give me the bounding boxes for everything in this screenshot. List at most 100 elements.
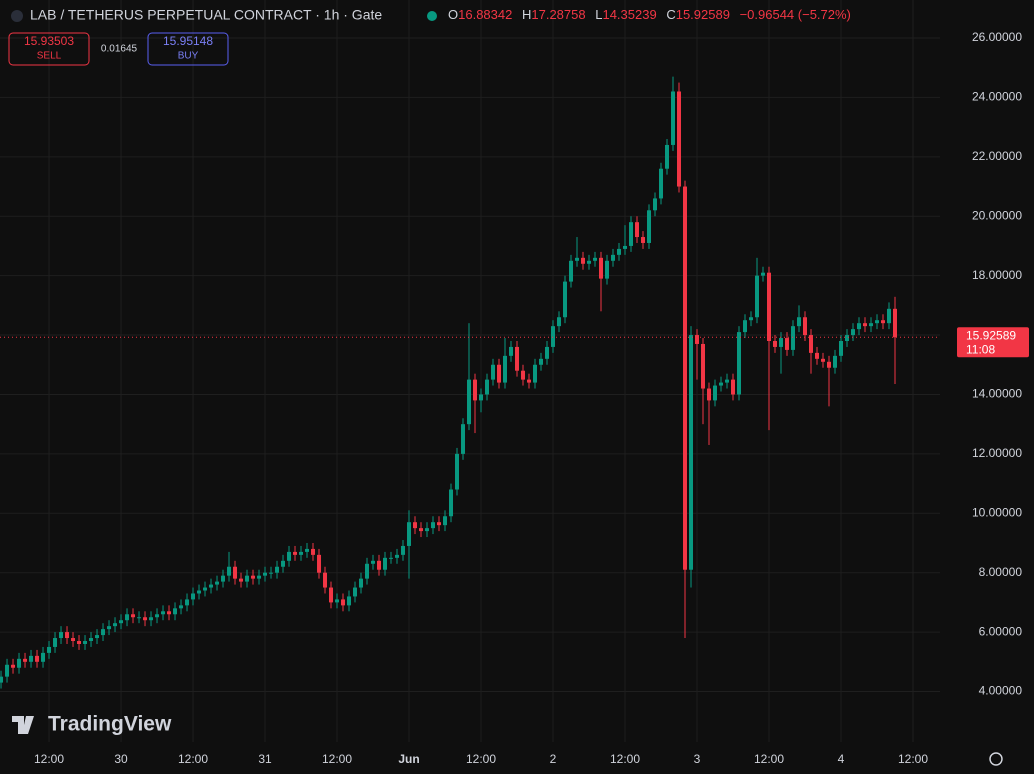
candle-body xyxy=(191,593,196,600)
candle-body xyxy=(323,572,328,588)
low-label: L xyxy=(595,7,602,22)
candle-body xyxy=(701,343,706,389)
candle-body xyxy=(773,340,778,347)
candle-body xyxy=(275,566,280,573)
candle-body xyxy=(779,338,784,347)
candle-body xyxy=(467,379,472,425)
candle-body xyxy=(59,632,64,639)
candle-body xyxy=(731,379,736,395)
candle-body xyxy=(365,563,370,579)
candle-body xyxy=(503,355,508,383)
candle-body xyxy=(299,551,304,555)
candle-body xyxy=(197,590,202,594)
candle-body xyxy=(401,545,406,555)
candle-body xyxy=(143,617,148,621)
candle-body xyxy=(377,560,382,570)
countdown: 11:08 xyxy=(966,342,995,356)
x-tick-label: 12:00 xyxy=(178,752,208,766)
candle-body xyxy=(209,584,214,588)
change: −0.96544 (−5.72%) xyxy=(740,7,851,22)
candle-body xyxy=(557,317,562,327)
candle-body xyxy=(485,379,490,395)
candle-body xyxy=(569,260,574,282)
y-tick-label: 4.00000 xyxy=(979,684,1023,698)
candle-body xyxy=(119,620,124,624)
buy-button[interactable] xyxy=(147,32,229,66)
candle-body xyxy=(419,528,424,532)
candle-body xyxy=(149,617,154,621)
candle-body xyxy=(659,168,664,199)
candle-body xyxy=(89,638,94,642)
candle-body xyxy=(593,257,598,261)
candle-body xyxy=(881,320,886,324)
candle-body xyxy=(341,599,346,606)
candle-body xyxy=(455,453,460,490)
candle-body xyxy=(101,629,106,636)
candle-body xyxy=(515,346,520,371)
candles xyxy=(0,76,898,689)
x-tick-label: 4 xyxy=(838,752,845,766)
candle-body xyxy=(719,382,724,386)
candle-body xyxy=(173,608,178,615)
candle-body xyxy=(437,522,442,526)
x-tick-label: 31 xyxy=(258,752,272,766)
candle-body xyxy=(77,641,82,644)
watermark: TradingView xyxy=(48,713,172,736)
candle-body xyxy=(473,379,478,401)
candle-body xyxy=(389,557,394,559)
candle-body xyxy=(629,222,634,246)
candle-body xyxy=(113,623,118,627)
x-tick-label: 30 xyxy=(114,752,128,766)
candle-body xyxy=(443,516,448,526)
candle-body xyxy=(803,317,808,336)
candle-body xyxy=(611,254,616,261)
candle-body xyxy=(449,489,454,517)
candle-body xyxy=(857,323,862,330)
candle-body xyxy=(221,575,226,582)
candle-body xyxy=(695,335,700,344)
candle-body xyxy=(887,308,892,324)
candle-body xyxy=(665,144,670,169)
candle-body xyxy=(215,581,220,585)
candle-body xyxy=(287,551,292,561)
x-tick-label: 12:00 xyxy=(898,752,928,766)
candle-body xyxy=(263,572,268,576)
y-tick-label: 14.00000 xyxy=(972,387,1022,401)
candle-body xyxy=(29,655,34,662)
candle-body xyxy=(407,522,412,546)
candle-body xyxy=(815,352,820,359)
candle-body xyxy=(161,611,166,615)
candle-body xyxy=(155,614,160,618)
candle-body xyxy=(641,237,646,243)
candle-body xyxy=(329,587,334,603)
candle-body xyxy=(755,275,760,318)
candle-body xyxy=(353,587,358,597)
sell-price: 15.93503 xyxy=(24,34,74,48)
candle-body xyxy=(689,335,694,570)
candle-body xyxy=(647,210,652,243)
candle-body xyxy=(107,626,112,630)
settings-icon[interactable] xyxy=(989,752,1003,766)
y-tick-label: 22.00000 xyxy=(972,149,1022,163)
sell-label: SELL xyxy=(37,51,62,62)
candle-body xyxy=(851,329,856,336)
candle-body xyxy=(17,658,22,668)
candle-body xyxy=(83,641,88,644)
x-tick-label: 12:00 xyxy=(34,752,64,766)
y-tick-label: 8.00000 xyxy=(979,565,1023,579)
candle-body xyxy=(53,638,58,647)
candle-body xyxy=(269,572,274,574)
y-tick-label: 18.00000 xyxy=(972,268,1022,282)
candle-body xyxy=(347,596,352,606)
candle-body xyxy=(791,326,796,350)
candle-body xyxy=(317,554,322,573)
candle-body xyxy=(521,370,526,380)
y-tick-label: 20.00000 xyxy=(972,208,1022,222)
candle-body xyxy=(491,364,496,380)
candle-body xyxy=(587,260,592,264)
sell-button[interactable] xyxy=(8,32,90,66)
candle-body xyxy=(335,599,340,603)
candle-body xyxy=(527,379,532,383)
